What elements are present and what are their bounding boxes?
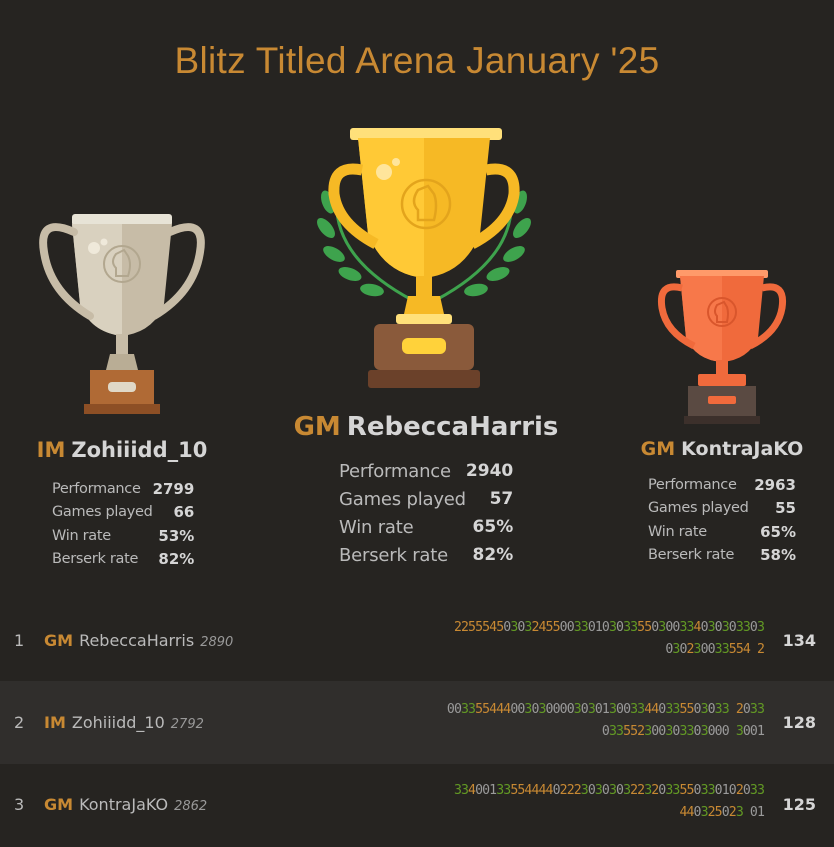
- stat-winrate-label: Win rate: [52, 527, 111, 544]
- stat-performance-value: 2963: [754, 475, 796, 494]
- podium-third-name[interactable]: GM KontraJaKO: [610, 438, 834, 460]
- stat-performance-value: 2940: [465, 461, 514, 481]
- standings-row[interactable]: 2 IM Zohiiidd_10 2792 00335544400303000030…: [0, 681, 834, 764]
- score-sheet-line: 3340013355444402223030303223203355033010…: [453, 783, 765, 798]
- player-title-badge: GM: [44, 631, 74, 650]
- score-sheet-line: 0033554440030300003030130033440335503033…: [446, 702, 765, 717]
- score-sheet-line: 2255545030324550033010303355030033403030…: [453, 620, 765, 635]
- player-name: Zohiiidd_10: [71, 438, 208, 462]
- stat-berserk-label: Berserk rate: [648, 547, 735, 564]
- player-rating: 2862: [174, 799, 208, 814]
- player-rating: 2792: [170, 717, 204, 732]
- stat-games-value: 66: [173, 503, 195, 522]
- stat-berserk-value: 58%: [760, 546, 796, 565]
- gold-trophy-icon: [317, 128, 531, 388]
- player-name: RebeccaHarris: [346, 412, 559, 442]
- stat-performance-label: Performance: [52, 480, 141, 497]
- stat-performance-label: Performance: [339, 460, 451, 482]
- podium-second-name[interactable]: IM Zohiiidd_10: [0, 438, 244, 462]
- stat-winrate-value: 65%: [760, 522, 796, 541]
- stat-winrate-value: 53%: [158, 526, 195, 545]
- stat-games-value: 57: [489, 489, 514, 509]
- score-sheet-line: 030230033554 2: [665, 642, 765, 657]
- page-title: Blitz Titled Arena January '25: [174, 40, 660, 81]
- player-rating: 2890: [200, 635, 234, 650]
- score-sheet: 3340013355444402223030303223203355033010…: [294, 780, 765, 824]
- player-name: KontraJaKO: [681, 438, 804, 460]
- rank-number: 1: [14, 631, 25, 650]
- standings-row[interactable]: 1 GM RebeccaHarris 2890 225554503032455003…: [0, 598, 834, 681]
- bronze-trophy-icon: [657, 270, 787, 424]
- rank-number: 3: [14, 795, 25, 814]
- stat-games-label: Games played: [648, 500, 749, 517]
- total-score: 125: [782, 795, 816, 814]
- total-score: 128: [782, 713, 816, 732]
- stat-games-label: Games played: [52, 504, 153, 521]
- player-link[interactable]: GM RebeccaHarris 2890: [44, 631, 233, 650]
- total-score: 134: [782, 631, 816, 650]
- score-sheet: 0033554440030300003030130033440335503033…: [294, 699, 765, 743]
- podium-third-stats: Performance 2963 Games played 55 Win rate 6…: [648, 473, 796, 567]
- player-name: RebeccaHarris: [79, 631, 195, 650]
- silver-trophy-icon: [39, 214, 205, 414]
- stat-berserk-label: Berserk rate: [52, 551, 139, 568]
- rank-number: 2: [14, 713, 25, 732]
- podium-first-name[interactable]: GM RebeccaHarris: [234, 412, 618, 442]
- player-name: Zohiiidd_10: [71, 713, 165, 732]
- stat-winrate-label: Win rate: [648, 523, 707, 540]
- standings-row[interactable]: 3 GM KontraJaKO 2862 334001335544440222303…: [0, 764, 834, 847]
- stat-berserk-label: Berserk rate: [339, 544, 448, 566]
- stat-games-label: Games played: [339, 488, 466, 510]
- stat-games-value: 55: [775, 499, 796, 518]
- stat-berserk-value: 82%: [158, 550, 195, 569]
- score-sheet: 2255545030324550033010303355030033403030…: [294, 617, 765, 661]
- player-link[interactable]: GM KontraJaKO 2862: [44, 795, 207, 814]
- player-title-badge: GM: [44, 795, 74, 814]
- player-name: KontraJaKO: [79, 795, 169, 814]
- score-sheet-line: 440325023 01: [679, 805, 764, 820]
- podium-second-stats: Performance 2799 Games played 66 Win rate 5…: [52, 477, 194, 571]
- player-title-badge: IM: [36, 438, 66, 462]
- stat-performance-value: 2799: [152, 479, 195, 498]
- score-sheet-line: 033552300303303000 3001: [601, 724, 765, 739]
- stat-winrate-value: 65%: [472, 517, 514, 537]
- standings-table: 1 GM RebeccaHarris 2890 225554503032455003…: [0, 598, 834, 847]
- stat-winrate-label: Win rate: [339, 516, 414, 538]
- stat-berserk-value: 82%: [472, 545, 514, 565]
- podium-first-stats: Performance 2940 Games played 57 Win rate 6…: [339, 457, 513, 569]
- player-title-badge: IM: [44, 713, 66, 732]
- player-link[interactable]: IM Zohiiidd_10 2792: [44, 713, 204, 732]
- player-title-badge: GM: [293, 412, 341, 442]
- stat-performance-label: Performance: [648, 476, 737, 493]
- player-title-badge: GM: [640, 438, 676, 460]
